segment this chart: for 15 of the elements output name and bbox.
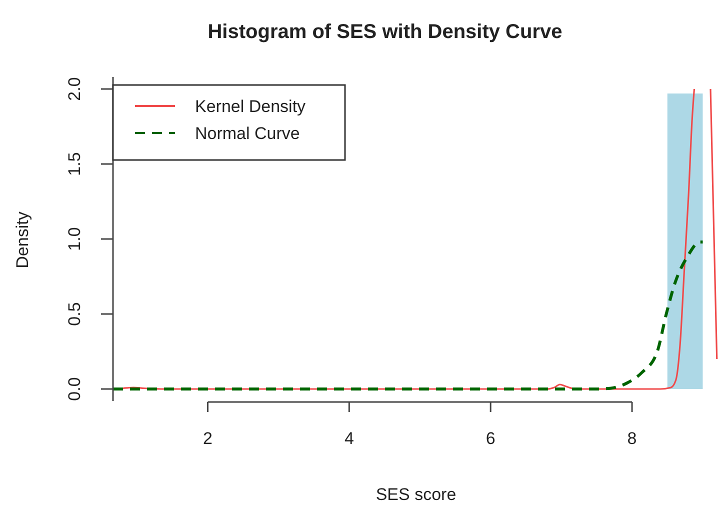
y-axis-title: Density <box>13 211 32 268</box>
y-tick-label: 1.0 <box>65 227 84 251</box>
x-tick-label: 2 <box>203 429 212 448</box>
x-axis-title: SES score <box>376 485 456 504</box>
y-tick-label: 0.5 <box>65 302 84 326</box>
legend-label: Kernel Density <box>195 97 306 116</box>
chart-title: Histogram of SES with Density Curve <box>208 21 562 43</box>
x-tick-label: 8 <box>627 429 637 448</box>
legend-label: Normal Curve <box>195 124 300 143</box>
x-tick-label: 6 <box>486 429 496 448</box>
y-tick-label: 2.0 <box>65 77 84 101</box>
y-tick-label: 0.0 <box>65 377 84 401</box>
x-tick-label: 4 <box>344 429 354 448</box>
line-series <box>113 240 704 390</box>
y-tick-label: 1.5 <box>65 152 84 176</box>
